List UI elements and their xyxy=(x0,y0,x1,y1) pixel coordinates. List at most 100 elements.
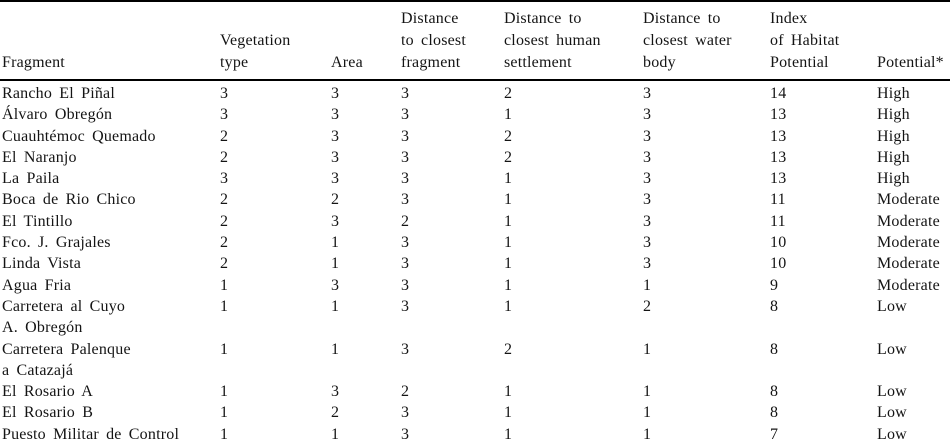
table-row: La Paila 3 3 3 1 3 13 High xyxy=(0,168,950,189)
fragment-name-cell: Agua Fria xyxy=(2,276,72,294)
index-of-habitat-potential-cell: 11 xyxy=(770,191,786,209)
distance-closest-water-body-cell: 3 xyxy=(643,148,652,166)
vegetation-type-cell: 1 xyxy=(220,276,229,294)
distance-closest-human-settlement-cell: 1 xyxy=(504,276,513,294)
distance-closest-water-body-cell: 3 xyxy=(643,191,652,209)
distance-closest-water-body-cell: 3 xyxy=(643,212,652,230)
area-cell: 3 xyxy=(331,170,340,188)
distance-closest-fragment-cell: 2 xyxy=(401,212,410,230)
area-cell: 3 xyxy=(331,212,340,230)
potential-rating-cell: High xyxy=(877,106,910,124)
col-header-distance-closest-water-body: Distance to closest water body xyxy=(643,1,770,81)
table-row: Linda Vista 2 1 3 1 3 10 Moderate xyxy=(0,253,950,274)
area-cell: 3 xyxy=(331,276,340,294)
fragment-name-cell: El Naranjo xyxy=(2,148,77,166)
distance-closest-water-body-cell: 3 xyxy=(643,170,652,188)
index-of-habitat-potential-cell: 10 xyxy=(770,234,787,252)
col-header-index-of-habitat-potential: Index of Habitat Potential xyxy=(770,1,877,81)
potential-rating-cell: Moderate xyxy=(877,191,940,209)
potential-rating-cell: Low xyxy=(877,404,907,422)
potential-rating-cell: High xyxy=(877,85,910,102)
vegetation-type-cell: 1 xyxy=(220,425,229,443)
distance-closest-fragment-cell: 3 xyxy=(401,276,410,294)
area-cell: 3 xyxy=(331,148,340,166)
index-of-habitat-potential-cell: 13 xyxy=(770,127,787,145)
fragment-name-cell: Boca de Rio Chico xyxy=(2,191,136,209)
table-row: Álvaro Obregón 3 3 3 1 3 13 High xyxy=(0,104,950,125)
table-row: Agua Fria 1 3 3 1 1 9 Moderate xyxy=(0,275,950,296)
table-row: Carretera Palenque a Catazajá 1 1 3 2 1 … xyxy=(0,339,950,382)
vegetation-type-cell: 1 xyxy=(220,340,229,358)
area-cell: 2 xyxy=(331,404,340,422)
fragment-name-cell: El Tintillo xyxy=(2,212,73,230)
distance-closest-water-body-cell: 1 xyxy=(643,425,652,443)
fragment-name-cell: La Paila xyxy=(2,170,60,188)
index-of-habitat-potential-cell: 8 xyxy=(770,383,779,401)
distance-closest-human-settlement-cell: 1 xyxy=(504,383,513,401)
vegetation-type-cell: 2 xyxy=(220,234,229,252)
distance-closest-water-body-cell: 3 xyxy=(643,255,652,273)
index-of-habitat-potential-cell: 13 xyxy=(770,170,787,188)
distance-closest-water-body-cell: 2 xyxy=(643,297,652,315)
area-cell: 3 xyxy=(331,383,340,401)
distance-closest-human-settlement-cell: 1 xyxy=(504,404,513,422)
table-row: El Rosario A 1 3 2 1 1 8 Low xyxy=(0,381,950,402)
vegetation-type-cell: 2 xyxy=(220,191,229,209)
index-of-habitat-potential-cell: 10 xyxy=(770,255,787,273)
distance-closest-human-settlement-cell: 2 xyxy=(504,148,513,166)
table-row: El Naranjo 2 3 3 2 3 13 High xyxy=(0,147,950,168)
area-cell: 2 xyxy=(331,191,340,209)
area-cell: 1 xyxy=(331,340,340,358)
distance-closest-water-body-cell: 3 xyxy=(643,234,652,252)
index-of-habitat-potential-cell: 8 xyxy=(770,340,779,358)
distance-closest-fragment-cell: 3 xyxy=(401,127,410,145)
distance-closest-human-settlement-cell: 2 xyxy=(504,85,513,102)
col-header-area: Area xyxy=(331,1,401,81)
index-of-habitat-potential-cell: 13 xyxy=(770,148,787,166)
distance-closest-human-settlement-cell: 1 xyxy=(504,425,513,443)
distance-closest-fragment-cell: 3 xyxy=(401,404,410,422)
col-header-distance-closest-fragment: Distance to closest fragment xyxy=(401,1,504,81)
table-row: Puesto Militar de Control 1 1 3 1 1 7 Lo… xyxy=(0,424,950,444)
table-row: Carretera al Cuyo A. Obregón 1 1 3 1 2 8… xyxy=(0,296,950,339)
table-row: El Rosario B 1 2 3 1 1 8 Low xyxy=(0,402,950,423)
potential-rating-cell: Moderate xyxy=(877,212,940,230)
distance-closest-water-body-cell: 1 xyxy=(643,276,652,294)
table-row: Rancho El Piñal 3 3 3 2 3 14 High xyxy=(0,80,950,104)
potential-rating-cell: Low xyxy=(877,383,907,401)
distance-closest-human-settlement-cell: 1 xyxy=(504,234,513,252)
fragment-name-cell: Linda Vista xyxy=(2,255,82,273)
area-cell: 1 xyxy=(331,255,340,273)
header-row: Fragment Vegetation type Area Distance t… xyxy=(0,1,950,81)
col-header-vegetation-type: Vegetation type xyxy=(220,1,331,81)
distance-closest-water-body-cell: 3 xyxy=(643,106,652,124)
potential-rating-cell: Moderate xyxy=(877,276,940,294)
fragment-name-cell: Álvaro Obregón xyxy=(2,106,113,124)
vegetation-type-cell: 2 xyxy=(220,148,229,166)
distance-closest-human-settlement-cell: 1 xyxy=(504,191,513,209)
distance-closest-water-body-cell: 3 xyxy=(643,85,652,102)
distance-closest-fragment-cell: 3 xyxy=(401,106,410,124)
potential-rating-cell: Low xyxy=(877,340,907,358)
table-row: Cuauhtémoc Quemado 2 3 3 2 3 13 High xyxy=(0,126,950,147)
fragment-name-cell: El Rosario B xyxy=(2,404,94,422)
fragment-name-cell: Rancho El Piñal xyxy=(2,85,115,102)
potential-rating-cell: High xyxy=(877,170,910,188)
distance-closest-fragment-cell: 3 xyxy=(401,425,410,443)
vegetation-type-cell: 2 xyxy=(220,212,229,230)
distance-closest-human-settlement-cell: 1 xyxy=(504,297,513,315)
vegetation-type-cell: 1 xyxy=(220,404,229,422)
table-row: El Tintillo 2 3 2 1 3 11 Moderate xyxy=(0,211,950,232)
col-header-fragment: Fragment xyxy=(0,1,220,81)
vegetation-type-cell: 2 xyxy=(220,255,229,273)
index-of-habitat-potential-cell: 8 xyxy=(770,404,779,422)
distance-closest-fragment-cell: 3 xyxy=(401,340,410,358)
potential-rating-cell: Low xyxy=(877,425,907,443)
distance-closest-fragment-cell: 2 xyxy=(401,383,410,401)
distance-closest-fragment-cell: 3 xyxy=(401,170,410,188)
potential-rating-cell: Moderate xyxy=(877,234,940,252)
distance-closest-water-body-cell: 1 xyxy=(643,340,652,358)
index-of-habitat-potential-cell: 9 xyxy=(770,276,779,294)
